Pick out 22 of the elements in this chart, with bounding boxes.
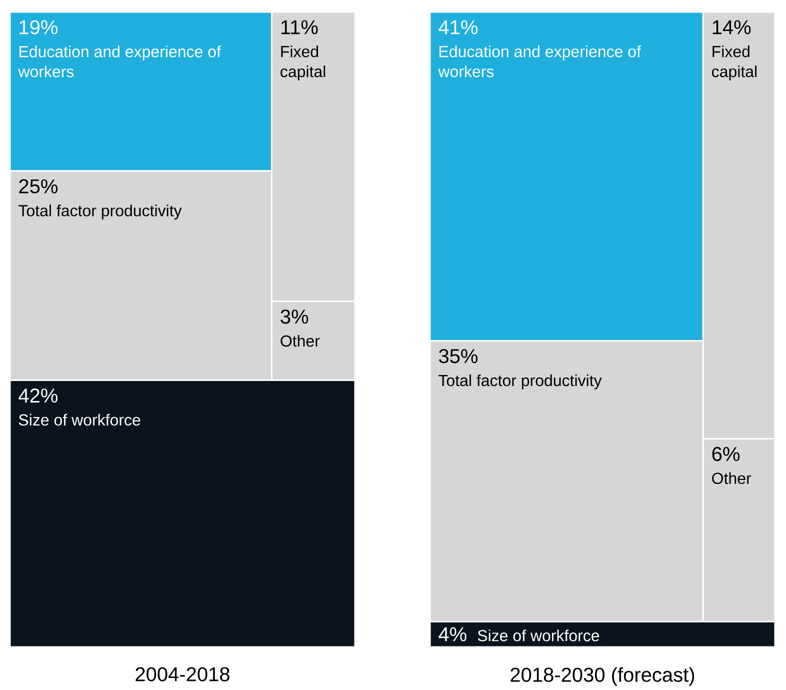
category-label: Size of workforce [478,630,600,642]
data-label: 14% [712,20,751,34]
data-label: 19% [20,20,58,34]
category-label: Education and experience of workers [438,45,641,78]
data-label: 6% [712,446,740,462]
text: 2004-2018 [136,667,230,682]
category-label: Size of workforce [18,414,140,426]
category-label: Fixed capital [280,45,326,80]
data-label: 25% [19,179,58,194]
text: 2018-2030 (forecast) [510,667,694,686]
data-label: 3% [280,310,308,324]
data-label: 42% [18,388,58,403]
category-label: Education and experience of workers [18,46,221,78]
category-label: Fixed capital [712,45,756,80]
data-label: 4% [438,627,466,642]
data-label: 11% [281,20,318,34]
category-label: Other [712,472,752,484]
data-label: 41% [438,20,478,34]
category-label: Other [280,334,320,347]
category-label: Total factor productivity [18,204,182,220]
category-label: Total factor productivity [438,374,602,390]
data-label: 35% [438,349,478,364]
